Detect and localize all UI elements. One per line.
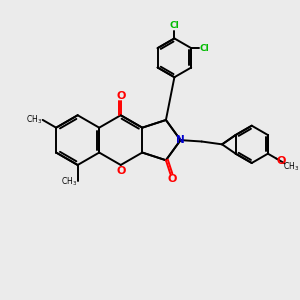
- Text: Cl: Cl: [169, 21, 179, 30]
- Text: CH$_3$: CH$_3$: [26, 114, 42, 126]
- Text: CH$_3$: CH$_3$: [61, 176, 77, 188]
- Text: CH$_3$: CH$_3$: [283, 161, 299, 173]
- Text: O: O: [116, 166, 125, 176]
- Text: N: N: [176, 135, 185, 145]
- Text: O: O: [116, 91, 125, 101]
- Text: O: O: [276, 156, 286, 166]
- Text: Cl: Cl: [199, 44, 209, 52]
- Text: O: O: [167, 174, 177, 184]
